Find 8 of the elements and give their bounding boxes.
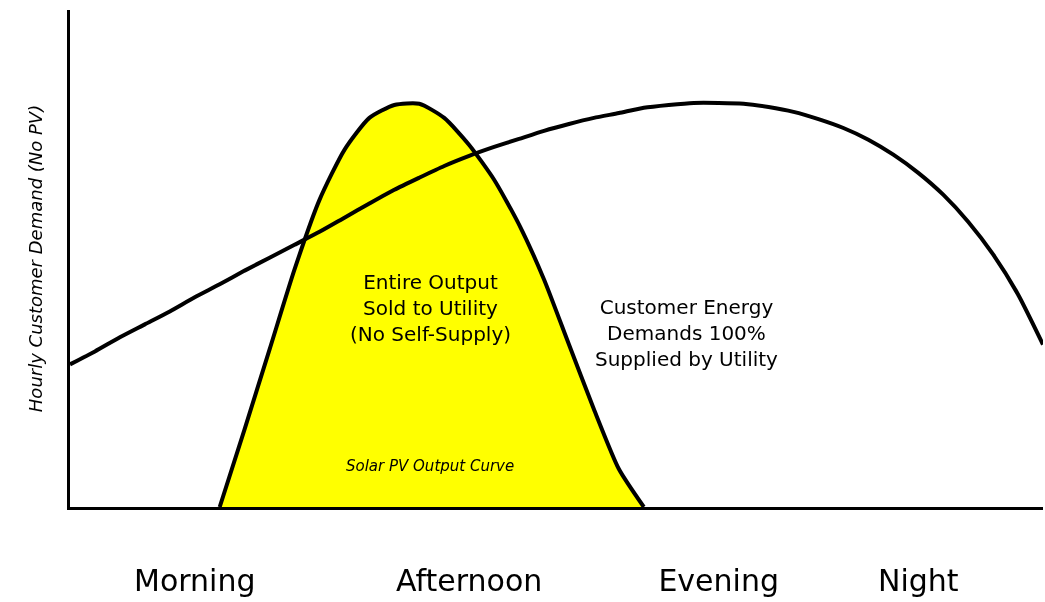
x-tick-label: Afternoon [396,563,543,598]
annotation: Solar PV Output Curve [346,457,515,475]
annotation: Entire Output Sold to Utility (No Self-Supply) [350,270,512,346]
x-tick-label: Night [877,563,959,598]
x-tick-label: Morning [134,563,256,598]
y-axis-title: Hourly Customer Demand (No PV) [25,104,47,413]
x-tick-label: Evening [658,563,779,598]
annotation: Customer Energy Demands 100% Supplied by Utility [595,295,779,371]
